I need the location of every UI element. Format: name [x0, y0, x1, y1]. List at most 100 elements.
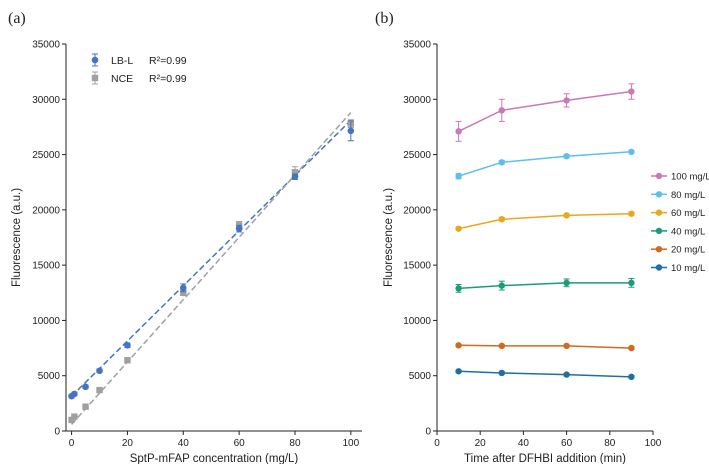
a-data-point	[96, 367, 103, 375]
a-y-tick-label: 5000	[38, 371, 61, 382]
b-data-point	[563, 212, 570, 219]
b-data-point	[628, 279, 635, 287]
b-y-tick-label: 35000	[403, 40, 431, 51]
a-y-tick-label: 10000	[32, 316, 60, 327]
b-y-tick-label: 10000	[403, 316, 431, 327]
b-y-axis-title: Fluorescence (a.u.)	[383, 188, 395, 287]
b-data-point	[628, 373, 635, 381]
b-data-point	[563, 97, 570, 104]
a-legend-marker	[91, 56, 99, 64]
b-y-tick-label: 30000	[403, 95, 431, 106]
a-x-tick-label: 40	[178, 438, 190, 449]
a-legend-label: NCE	[111, 73, 133, 85]
a-data-point	[291, 173, 299, 180]
b-data-point	[498, 216, 505, 223]
b-legend-marker	[655, 191, 663, 198]
b-series-line-3	[458, 282, 632, 290]
a-fit-line-1	[71, 112, 352, 425]
b-data-point	[455, 342, 462, 349]
panel-b: (b) 0 20 40 60 80 100 0 5000 10000 15000 20000 25000…	[375, 10, 709, 464]
b-legend-label: 100 mg/L	[671, 172, 709, 183]
b-y-tick-label: 25000	[403, 150, 431, 161]
b-data-point	[455, 368, 462, 375]
b-y-tick-label: 20000	[403, 205, 431, 216]
a-legend-marker	[91, 74, 99, 82]
b-data-point	[563, 371, 570, 378]
a-x-tick-label: 60	[234, 438, 246, 449]
a-panel-label: (a)	[8, 10, 26, 27]
a-y-tick-label: 15000	[32, 261, 60, 272]
a-data-point	[235, 225, 243, 232]
b-x-tick-label: 20	[475, 438, 487, 449]
panel-a: (a) 0 20 40 60 80 100 0 5000 10000 15000 20000 25000…	[8, 10, 362, 464]
b-y-tick-label: 0	[425, 427, 431, 438]
b-legend-marker	[655, 264, 663, 271]
b-series-line-0	[458, 90, 632, 133]
b-series-line-2	[458, 212, 632, 230]
b-series-line-1	[458, 151, 632, 177]
b-legend-marker	[655, 246, 663, 253]
b-x-tick-label: 80	[604, 438, 616, 449]
a-data-point	[71, 413, 78, 420]
a-fit-line-0	[71, 119, 352, 397]
a-y-tick-label: 30000	[32, 95, 60, 106]
b-x-tick-label: 60	[561, 438, 573, 449]
a-y-axis-title: Fluorescence (a.u.)	[11, 188, 23, 287]
b-series-line-4	[458, 344, 632, 349]
a-x-tick-label: 100	[342, 438, 359, 449]
a-legend-r2: R²=0.99	[149, 73, 187, 85]
b-legend-label: 20 mg/L	[671, 245, 705, 256]
a-legend-r2: R²=0.99	[149, 55, 187, 67]
a-data-point	[179, 284, 187, 292]
b-legend-label: 60 mg/L	[671, 208, 705, 219]
b-data-point	[563, 342, 570, 350]
a-x-tick-label: 0	[69, 438, 75, 449]
a-x-tick-label: 80	[289, 438, 301, 449]
b-legend-marker	[655, 209, 663, 216]
a-data-point	[124, 342, 131, 349]
b-data-point	[628, 344, 635, 352]
a-y-tick-label: 35000	[32, 40, 60, 51]
a-data-point	[180, 289, 187, 296]
b-legend-marker	[655, 227, 663, 235]
b-legend-label: 40 mg/L	[671, 226, 705, 237]
a-data-point	[71, 390, 78, 398]
b-legend-label: 10 mg/L	[671, 263, 705, 274]
b-x-axis-title: Time after DFHBI addition (min)	[464, 453, 626, 464]
a-data-point	[124, 357, 131, 364]
b-data-point	[498, 369, 505, 377]
a-y-tick-label: 20000	[32, 205, 60, 216]
a-x-axis-title: SptP-mFAP concentration (mg/L)	[130, 453, 299, 464]
a-x-tick-label: 20	[122, 438, 134, 449]
b-series-line-5	[458, 370, 632, 378]
a-legend-label: LB-L	[111, 55, 133, 67]
a-data-point	[68, 416, 75, 424]
a-y-tick-label: 25000	[32, 150, 60, 161]
a-data-point	[96, 386, 103, 394]
b-panel-label: (b)	[375, 10, 394, 27]
b-x-tick-label: 40	[518, 438, 530, 449]
b-data-point	[455, 225, 462, 232]
b-data-point	[455, 285, 462, 292]
b-data-point	[498, 342, 505, 350]
b-data-point	[628, 148, 635, 156]
a-data-point	[82, 383, 89, 391]
b-data-point	[455, 128, 462, 135]
b-data-point	[628, 210, 635, 217]
b-legend-marker	[655, 172, 663, 180]
a-data-point	[347, 127, 355, 135]
b-y-tick-label: 15000	[403, 261, 431, 272]
b-data-point	[498, 159, 505, 166]
b-data-point	[563, 153, 570, 160]
b-data-point	[455, 172, 462, 180]
b-data-point	[498, 107, 505, 114]
b-data-point	[498, 282, 505, 289]
b-legend-label: 80 mg/L	[671, 190, 705, 201]
b-x-tick-label: 100	[645, 438, 662, 449]
b-data-point	[563, 279, 570, 287]
b-x-tick-label: 0	[434, 438, 440, 449]
a-data-point	[291, 169, 299, 176]
a-y-tick-label: 0	[54, 427, 60, 438]
a-data-point	[82, 403, 89, 410]
